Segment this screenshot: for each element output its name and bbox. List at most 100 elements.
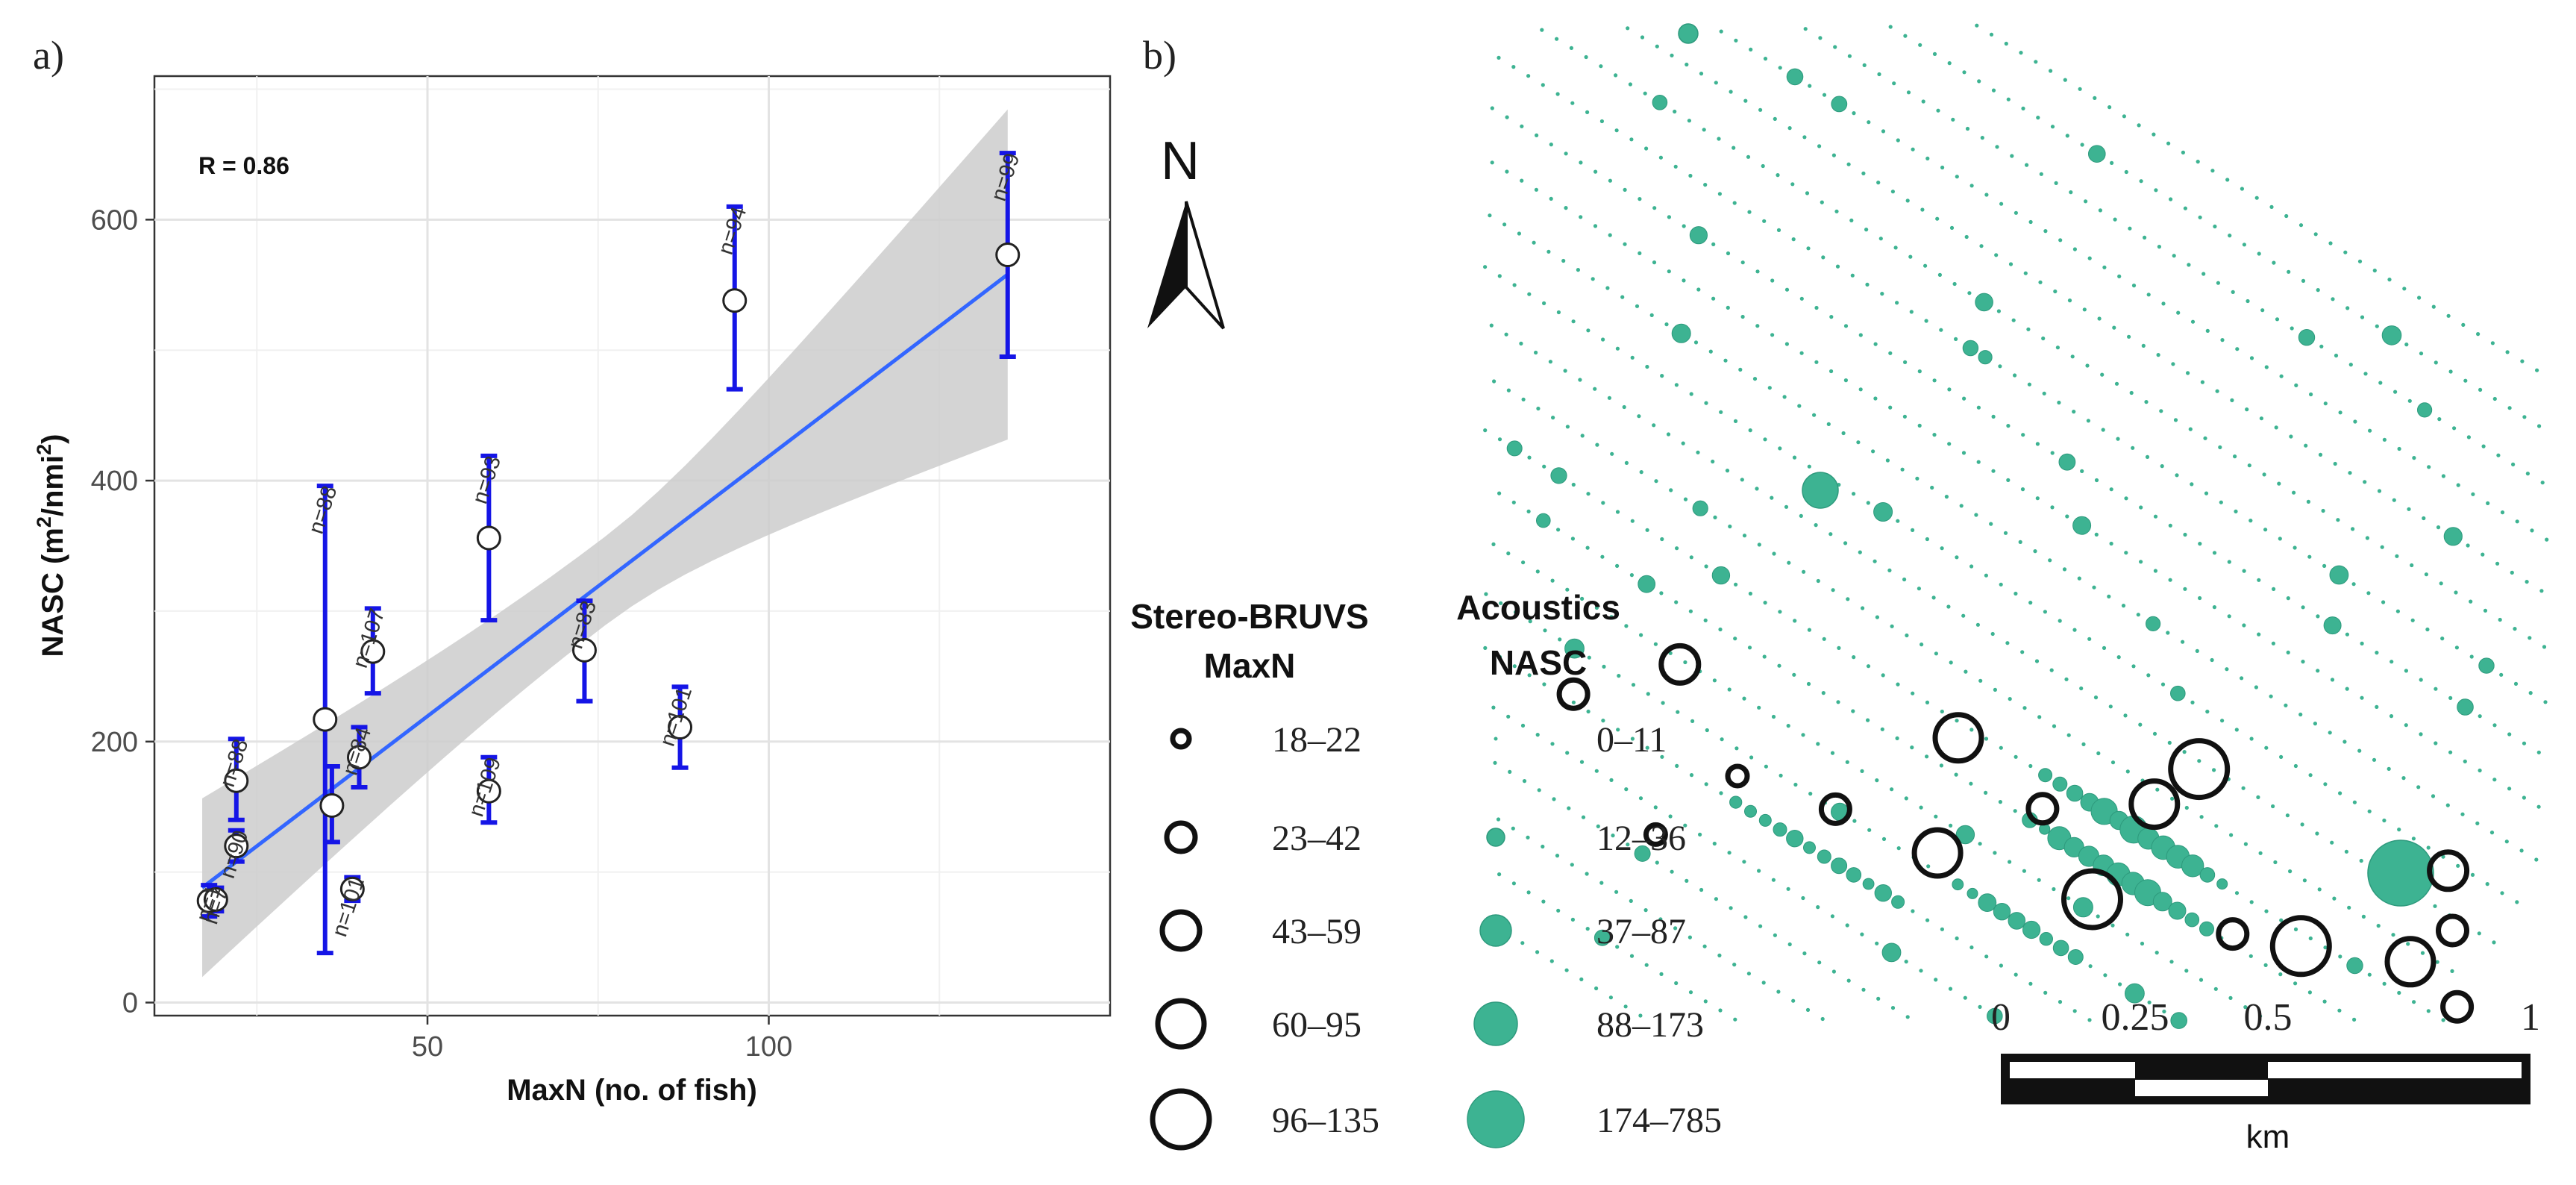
acoustic-dot-1041 — [2147, 1000, 2152, 1004]
acoustic-dot-1083 — [2058, 1000, 2063, 1004]
acoustic-dot-672 — [2367, 809, 2372, 813]
acoustic-dot-1036 — [2067, 949, 2084, 965]
legend-bruvs-symbol-3 — [1155, 998, 1207, 1050]
acoustic-dot-150 — [1940, 165, 1945, 170]
acoustic-dot-549 — [1620, 295, 1625, 299]
acoustic-dot-996 — [1484, 592, 1488, 596]
acoustic-dot-35 — [2490, 341, 2495, 346]
acoustic-dot-1103 — [1742, 860, 1746, 864]
acoustic-dot-584 — [2136, 613, 2140, 617]
acoustic-dot-573 — [1974, 513, 1978, 517]
data-point-9 — [476, 525, 501, 551]
acoustic-dot-27 — [2372, 268, 2377, 273]
acoustic-dot-89 — [1877, 72, 1881, 77]
acoustic-dot-190 — [2530, 528, 2534, 533]
acoustic-dot-450 — [2286, 596, 2290, 601]
acoustic-dot-101 — [2054, 181, 2058, 185]
acoustic-dot-499 — [1947, 442, 1952, 446]
acoustic-dot-80 — [2492, 396, 2497, 401]
acoustic-dot-110 — [2187, 263, 2191, 267]
acoustic-dot-191 — [2545, 537, 2549, 542]
acoustic-dot-350 — [1880, 292, 1884, 296]
acoustic-dot-633 — [1792, 455, 1797, 460]
acoustic-dot-947 — [1550, 578, 1555, 583]
acoustic-dot-462 — [2457, 698, 2474, 716]
acoustic-dot-269 — [1746, 154, 1751, 159]
scale-label-025: 0.25 — [2102, 996, 2169, 1039]
acoustic-dot-742 — [2359, 858, 2363, 863]
acoustic-dot-980 — [2037, 878, 2041, 882]
acoustic-dot-438 — [2109, 487, 2113, 492]
acoustic-dot-81 — [2507, 406, 2512, 410]
acoustic-dot-1153 — [1541, 844, 1545, 849]
acoustic-dot-550 — [1635, 304, 1640, 308]
acoustic-dot-94 — [1951, 117, 1955, 122]
acoustic-dot-1054 — [1630, 737, 1635, 741]
acoustic-dot-541 — [1502, 222, 1507, 227]
acoustic-dot-1177 — [1556, 908, 1561, 913]
acoustic-dot-1060 — [1719, 791, 1723, 795]
legend-acoustics-title-line1: Acoustics — [1456, 588, 1620, 627]
acoustic-dot-383 — [2366, 591, 2371, 595]
acoustic-dot-673 — [2382, 818, 2387, 823]
north-arrow-label: N — [1161, 131, 1200, 191]
acoustic-dot-841 — [1822, 637, 1826, 641]
acoustic-dot-219 — [2023, 271, 2028, 275]
acoustic-dot-345 — [1806, 246, 1811, 251]
acoustic-dot-644 — [1955, 555, 1959, 560]
acoustic-spot-1 — [1802, 472, 1839, 509]
acoustic-dot-224 — [2097, 316, 2102, 321]
acoustic-dot-286 — [1996, 309, 2001, 313]
acoustic-dot-750 — [2477, 931, 2481, 936]
acoustic-dot-905 — [1806, 681, 1811, 687]
acoustic-dot-1135 — [1699, 887, 1704, 892]
acoustic-dot-791 — [2066, 733, 2071, 737]
acoustic-dot-1161 — [1658, 917, 1663, 922]
acoustic-dot-717 — [1990, 631, 1995, 637]
acoustic-dot-759 — [1595, 443, 1599, 447]
acoustic-dot-869 — [2234, 891, 2240, 895]
acoustic-dot-326 — [1526, 74, 1531, 78]
acoustic-dot-212 — [1920, 207, 1925, 212]
acoustic-dot-1125 — [1552, 797, 1556, 801]
acoustic-dot-444 — [2198, 542, 2202, 546]
acoustic-dot-811 — [2361, 914, 2366, 919]
acoustic-dot-686 — [1534, 350, 1538, 355]
acoustic-dot-178 — [2353, 419, 2357, 424]
acoustic-dot-207 — [1846, 162, 1851, 166]
acoustic-dot-651 — [2058, 619, 2062, 623]
acoustic-dot-1077 — [1969, 945, 1974, 950]
acoustic-dot-563 — [1826, 422, 1831, 427]
acoustic-dot-102 — [2069, 190, 2073, 195]
acoustic-dot-354 — [1939, 328, 1943, 332]
acoustic-dot-353 — [1924, 319, 1928, 323]
acoustic-dot-302 — [2233, 454, 2237, 459]
acoustic-dot-950 — [1594, 605, 1599, 610]
acoustic-dot-217 — [1994, 253, 1999, 257]
acoustic-dot-637 — [1852, 492, 1856, 496]
acoustic-dot-52 — [2080, 143, 2084, 147]
acoustic-dot-155 — [2014, 210, 2018, 215]
acoustic-dot-622 — [1630, 355, 1635, 360]
acoustic-dot-991 — [2199, 978, 2204, 982]
acoustic-dot-114 — [2246, 298, 2250, 304]
acoustic-dot-1008 — [1661, 701, 1665, 705]
acoustic-dot-556 — [1723, 358, 1728, 363]
acoustic-dot-735 — [2256, 795, 2260, 799]
acoustic-dot-598 — [2342, 740, 2347, 744]
acoustic-dot-371 — [2190, 482, 2194, 487]
acoustic-dot-1090 — [1550, 742, 1555, 746]
acoustic-dot-488 — [1784, 342, 1789, 346]
acoustic-dot-478 — [1638, 251, 1642, 255]
acoustic-dot-649 — [2028, 601, 2033, 605]
acoustic-dot-211 — [1905, 198, 1910, 203]
acoustic-dot-866 — [2181, 854, 2204, 878]
acoustic-dot-257 — [1569, 46, 1573, 50]
acoustic-dot-615 — [1527, 292, 1532, 296]
acoustic-dot-22 — [2298, 223, 2304, 228]
acoustic-dot-487 — [1770, 333, 1775, 337]
acoustic-dot-385 — [2395, 609, 2400, 613]
acoustic-dot-1137 — [1729, 906, 1733, 910]
acoustic-dot-122 — [2363, 372, 2368, 376]
legend-acoustics-label-2: 37–87 — [1596, 912, 1686, 951]
